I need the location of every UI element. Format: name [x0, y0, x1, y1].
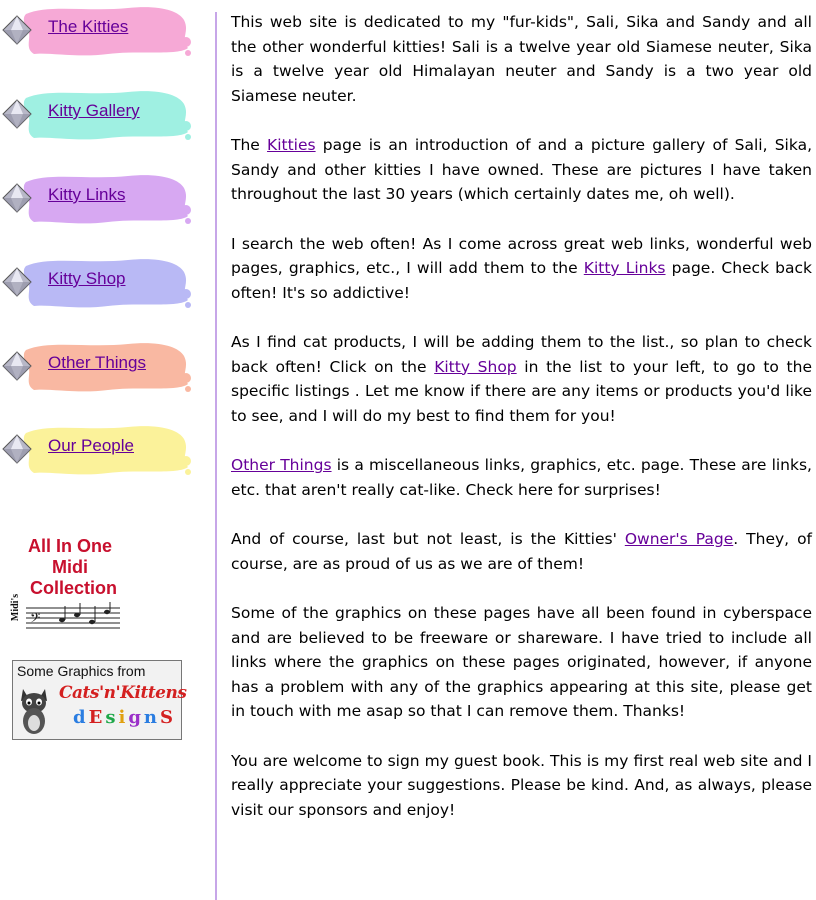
splash-blob-mint: [23, 91, 191, 140]
nav-link-our-people[interactable]: Our People: [48, 436, 134, 455]
kitties-paragraph: The Kitties page is an introduction of a…: [231, 133, 812, 207]
main-content: This web site is dedicated to my "fur-ki…: [231, 10, 812, 847]
owners-paragraph: And of course, last but not least, is th…: [231, 527, 812, 576]
music-staff-icon: 𝄢: [26, 602, 120, 629]
text: . They, of course, are as proud of us as…: [231, 530, 813, 573]
text: in the list to your left, to go to the s…: [231, 357, 812, 425]
text: The: [231, 136, 268, 154]
cats-n-kittens-designs-badge[interactable]: Some Graphics from Cats'n'Kittens dEsign…: [12, 660, 187, 740]
nav-item-our-people[interactable]: Our People: [0, 419, 200, 481]
midi-line3: Collection: [30, 578, 118, 598]
splash-blob-periwinkle: [23, 259, 191, 308]
cnk-designs-text: dEsignS: [73, 707, 176, 728]
other-things-paragraph: Other Things is a miscellaneous links, g…: [231, 453, 812, 502]
text: As I find cat products, I will be adding…: [231, 333, 812, 376]
vertical-divider: [215, 12, 217, 900]
links-paragraph: I search the web often! As I come across…: [231, 232, 812, 306]
diamond-gem-icon: [2, 183, 32, 213]
midi-line2: Midi: [52, 557, 88, 577]
other-things-link[interactable]: Other Things: [231, 456, 332, 474]
nav-item-kitty-links[interactable]: Kitty Links: [0, 168, 200, 230]
kitties-link[interactable]: Kitties: [267, 136, 316, 154]
splash-blob-lavender: [23, 175, 191, 224]
nav-link-kitty-shop[interactable]: Kitty Shop: [48, 269, 126, 288]
text: page. Check back often! It's so addictiv…: [231, 259, 812, 302]
kitty-shop-link[interactable]: Kitty Shop: [434, 357, 517, 376]
midi-badge-text: All In One Midi Collection: [28, 536, 117, 599]
splash-blob-peach: [23, 343, 191, 392]
midi-collection-badge[interactable]: All In One Midi Collection Midi's 𝄢: [10, 532, 122, 632]
nav-link-kitty-links[interactable]: Kitty Links: [48, 185, 126, 204]
diamond-gem-icon: [2, 267, 32, 297]
midi-side-label: Midi's: [10, 593, 22, 622]
splash-blob-pink: [23, 7, 191, 56]
diamond-gem-icon: [2, 434, 32, 464]
nav-item-kitty-gallery[interactable]: Kitty Gallery: [0, 84, 200, 146]
intro-paragraph: This web site is dedicated to my "fur-ki…: [231, 13, 812, 105]
owners-page-link[interactable]: Owner's Page: [624, 530, 734, 548]
text: I search the web often! As I come across…: [231, 234, 812, 278]
nav-link-other-things[interactable]: Other Things: [48, 353, 146, 372]
cnk-top-text: Some Graphics from: [17, 663, 146, 679]
text: page is an introduction of and a picture…: [231, 136, 812, 203]
cnk-mid-text: Cats'n'Kittens: [59, 683, 187, 703]
nav-item-other-things[interactable]: Other Things: [0, 336, 200, 398]
nav-item-the-kitties[interactable]: The Kitties: [0, 0, 200, 62]
svg-text:𝄢: 𝄢: [30, 610, 40, 629]
nav-item-kitty-shop[interactable]: Kitty Shop: [0, 252, 200, 314]
cnk-designs-letters: dEsignS: [73, 707, 176, 728]
shop-paragraph: As I find cat products, I will be adding…: [231, 330, 812, 428]
midi-line1: All In One: [28, 536, 113, 556]
nav-link-kitty-gallery[interactable]: Kitty Gallery: [48, 101, 140, 120]
text: is a miscellaneous links, graphics, etc.…: [231, 456, 812, 499]
diamond-gem-icon: [2, 99, 32, 129]
graphics-credit-paragraph: Some of the graphics on these pages have…: [231, 604, 812, 720]
kitty-links-link[interactable]: Kitty Links: [583, 259, 666, 277]
text: And of course, last but not least, is th…: [231, 530, 625, 548]
splash-blob-yellow: [23, 426, 191, 475]
guestbook-paragraph: You are welcome to sign my guest book. T…: [231, 751, 812, 819]
nav-link-the-kitties[interactable]: The Kitties: [48, 17, 129, 36]
diamond-gem-icon: [2, 351, 32, 381]
cat-illustration-icon: [21, 689, 47, 734]
diamond-gem-icon: [2, 15, 32, 45]
